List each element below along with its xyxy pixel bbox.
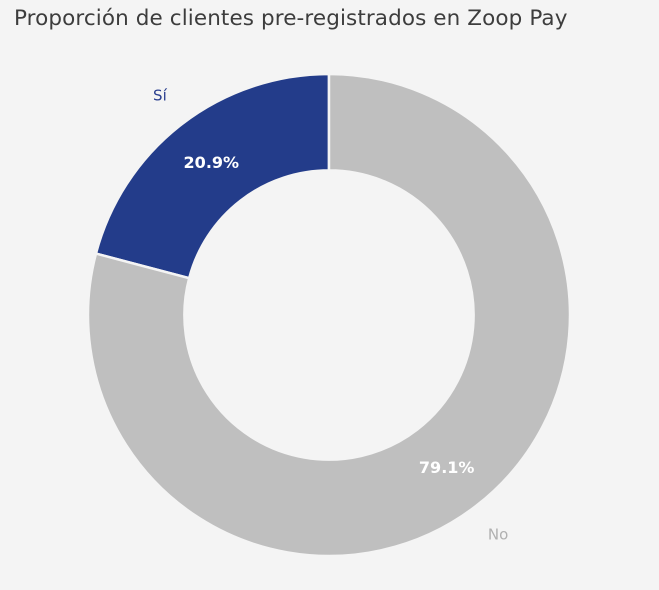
- slice-value-no: 79.1%: [419, 458, 475, 477]
- slice-value-si: 20.9%: [184, 153, 240, 172]
- slice-label-no: No: [488, 525, 508, 543]
- slice-label-si: Sí: [153, 87, 168, 105]
- donut-slice-si[interactable]: [94, 72, 331, 280]
- chart-title: Proporción de clientes pre-registrados e…: [14, 6, 568, 31]
- donut-slice-no[interactable]: [86, 72, 572, 558]
